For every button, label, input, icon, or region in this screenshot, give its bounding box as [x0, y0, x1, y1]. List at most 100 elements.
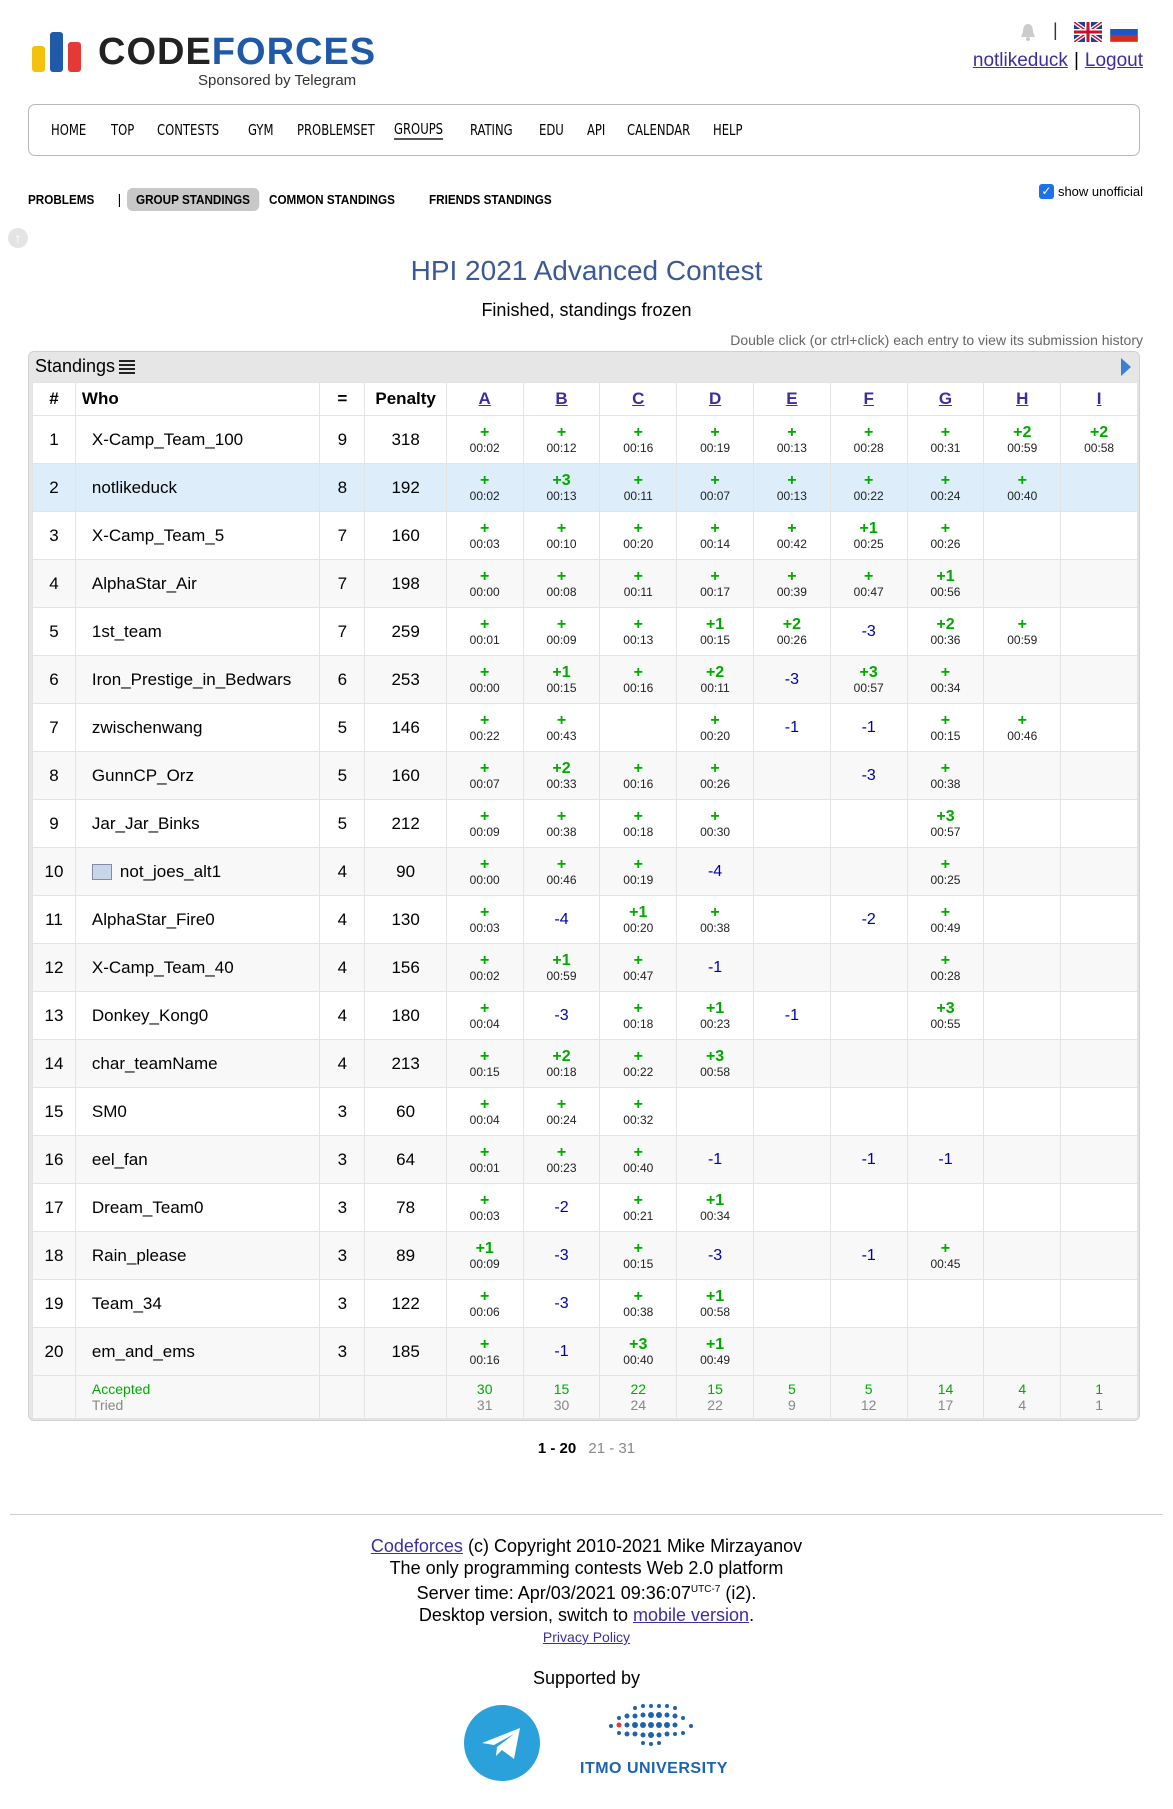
- problem-result-cell[interactable]: [906, 1183, 985, 1232]
- problem-result-cell[interactable]: +00:49: [906, 895, 985, 944]
- problem-result-cell[interactable]: [906, 1039, 985, 1088]
- problem-result-cell[interactable]: [829, 799, 908, 848]
- itmo-logo[interactable]: ITMO UNIVERSITY: [580, 1700, 730, 1782]
- problem-e-link[interactable]: E: [786, 389, 798, 408]
- problem-result-cell[interactable]: -1: [752, 991, 831, 1040]
- problem-result-cell[interactable]: +00:09: [445, 799, 524, 848]
- participant-name[interactable]: notlikeduck: [91, 477, 177, 497]
- problem-result-cell[interactable]: +00:19: [676, 415, 754, 464]
- problem-result-cell[interactable]: -1: [676, 943, 754, 992]
- problem-result-cell[interactable]: +00:07: [676, 463, 754, 512]
- problem-result-cell[interactable]: [983, 1087, 1062, 1136]
- problem-result-cell[interactable]: [1060, 655, 1138, 704]
- problem-result-cell[interactable]: [1060, 559, 1138, 608]
- problem-result-cell[interactable]: +00:46: [983, 703, 1062, 752]
- menu-groups[interactable]: GROUPS: [394, 120, 444, 140]
- problem-result-cell[interactable]: +00:07: [445, 751, 524, 800]
- problem-result-cell[interactable]: +00:24: [906, 463, 985, 512]
- problem-result-cell[interactable]: +00:16: [599, 751, 678, 800]
- standings-row[interactable]: 1 X-Camp_Team_100 9 318 +00:02 +00:12 +00:16 +0…: [32, 415, 1138, 464]
- problem-result-cell[interactable]: +00:15: [599, 1231, 678, 1280]
- problem-result-cell[interactable]: +1 00:15: [522, 655, 601, 704]
- problem-result-cell[interactable]: +00:20: [599, 511, 678, 560]
- problem-result-cell[interactable]: +00:02: [445, 943, 524, 992]
- problem-result-cell[interactable]: +00:26: [906, 511, 985, 560]
- problem-result-cell[interactable]: -4: [676, 847, 754, 896]
- problem-result-cell[interactable]: +1 00:09: [445, 1231, 524, 1280]
- problem-result-cell[interactable]: +00:06: [445, 1279, 524, 1328]
- problem-result-cell[interactable]: [752, 1183, 831, 1232]
- problem-result-cell[interactable]: [752, 1039, 831, 1088]
- problem-result-cell[interactable]: [1060, 703, 1138, 752]
- problem-result-cell[interactable]: +1 00:56: [906, 559, 985, 608]
- problem-result-cell[interactable]: [906, 1327, 985, 1376]
- participant-name[interactable]: Rain_please: [91, 1245, 187, 1265]
- problem-result-cell[interactable]: [1060, 1039, 1138, 1088]
- participant-name[interactable]: X-Camp_Team_5: [91, 525, 225, 545]
- participant-name[interactable]: char_teamName: [91, 1053, 218, 1073]
- problem-result-cell[interactable]: -1: [522, 1327, 601, 1376]
- tab-friends-standings[interactable]: FRIENDS STANDINGS: [428, 191, 552, 207]
- standings-row[interactable]: 5 1st_team 7 259 +00:01 +00:09 +00:13 +1 00:15 +2…: [32, 607, 1138, 656]
- problem-result-cell[interactable]: -4: [522, 895, 601, 944]
- standings-row[interactable]: 9 Jar_Jar_Binks 5 212 +00:09 +00:38 +00:18 +00:…: [32, 799, 1138, 848]
- problem-result-cell[interactable]: +00:11: [599, 463, 678, 512]
- problem-result-cell[interactable]: +3 00:58: [676, 1039, 754, 1088]
- problem-result-cell[interactable]: +00:00: [445, 847, 524, 896]
- problem-result-cell[interactable]: +00:38: [906, 751, 985, 800]
- problem-result-cell[interactable]: [1060, 1183, 1138, 1232]
- participant-name[interactable]: Iron_Prestige_in_Bedwars: [91, 669, 292, 689]
- problem-result-cell[interactable]: +00:04: [445, 991, 524, 1040]
- standings-row[interactable]: 3 X-Camp_Team_5 7 160 +00:03 +00:10 +00:20 +00:…: [32, 511, 1138, 560]
- problem-result-cell[interactable]: +00:31: [906, 415, 985, 464]
- problem-result-cell[interactable]: +00:15: [445, 1039, 524, 1088]
- problem-result-cell[interactable]: +1 00:49: [676, 1327, 754, 1376]
- problem-result-cell[interactable]: +00:40: [599, 1135, 678, 1184]
- problem-result-cell[interactable]: +00:00: [445, 655, 524, 704]
- problem-result-cell[interactable]: [752, 1087, 831, 1136]
- standings-row[interactable]: 17 Dream_Team0 3 78 +00:03 -2 +00:21 +1 00:34: [32, 1183, 1138, 1232]
- participant-name[interactable]: not_joes_alt1: [119, 861, 222, 881]
- problem-result-cell[interactable]: [1060, 1231, 1138, 1280]
- problem-result-cell[interactable]: [1060, 1279, 1138, 1328]
- menu-help[interactable]: HELP: [712, 121, 743, 139]
- problem-result-cell[interactable]: -2: [829, 895, 908, 944]
- problem-result-cell[interactable]: -1: [906, 1135, 985, 1184]
- problem-result-cell[interactable]: +00:25: [906, 847, 985, 896]
- problem-result-cell[interactable]: [983, 1039, 1062, 1088]
- expand-arrow-icon[interactable]: [1121, 358, 1131, 376]
- show-unofficial-toggle[interactable]: ✓ show unofficial: [1038, 184, 1143, 199]
- problem-result-cell[interactable]: +00:59: [983, 607, 1062, 656]
- problem-result-cell[interactable]: [983, 799, 1062, 848]
- standings-row[interactable]: 8 GunnCP_Orz 5 160 +00:07 +2 00:33 +00:16 +00:26…: [32, 751, 1138, 800]
- problem-result-cell[interactable]: +00:38: [599, 1279, 678, 1328]
- problem-result-cell[interactable]: +00:03: [445, 511, 524, 560]
- problem-result-cell[interactable]: +2 00:18: [522, 1039, 601, 1088]
- problem-result-cell[interactable]: +1 00:34: [676, 1183, 754, 1232]
- problem-result-cell[interactable]: +2 00:26: [752, 607, 831, 656]
- problem-result-cell[interactable]: [983, 751, 1062, 800]
- standings-row[interactable]: 19 Team_34 3 122 +00:06 -3 +00:38 +1 00:58: [32, 1279, 1138, 1328]
- problem-result-cell[interactable]: +1 00:58: [676, 1279, 754, 1328]
- problem-i-link[interactable]: I: [1096, 389, 1102, 408]
- participant-name[interactable]: eel_fan: [91, 1149, 148, 1169]
- problem-result-cell[interactable]: [983, 847, 1062, 896]
- problem-result-cell[interactable]: +00:22: [599, 1039, 678, 1088]
- problem-result-cell[interactable]: [752, 751, 831, 800]
- menu-problemset[interactable]: PROBLEMSET: [296, 121, 375, 139]
- participant-name[interactable]: Team_34: [91, 1293, 162, 1313]
- problem-c-link[interactable]: C: [632, 389, 645, 408]
- problem-result-cell[interactable]: +00:26: [676, 751, 754, 800]
- problem-result-cell[interactable]: +1 00:25: [829, 511, 908, 560]
- problem-result-cell[interactable]: [1060, 943, 1138, 992]
- problem-b-link[interactable]: B: [555, 389, 568, 408]
- problem-result-cell[interactable]: +00:34: [906, 655, 985, 704]
- problem-result-cell[interactable]: +00:15: [906, 703, 985, 752]
- problem-result-cell[interactable]: [752, 799, 831, 848]
- problem-result-cell[interactable]: -1: [829, 1135, 908, 1184]
- participant-name[interactable]: AlphaStar_Fire0: [91, 909, 215, 929]
- problem-result-cell[interactable]: [752, 847, 831, 896]
- participant-name[interactable]: zwischenwang: [91, 717, 203, 737]
- problem-result-cell[interactable]: +00:45: [906, 1231, 985, 1280]
- problem-result-cell[interactable]: -3: [676, 1231, 754, 1280]
